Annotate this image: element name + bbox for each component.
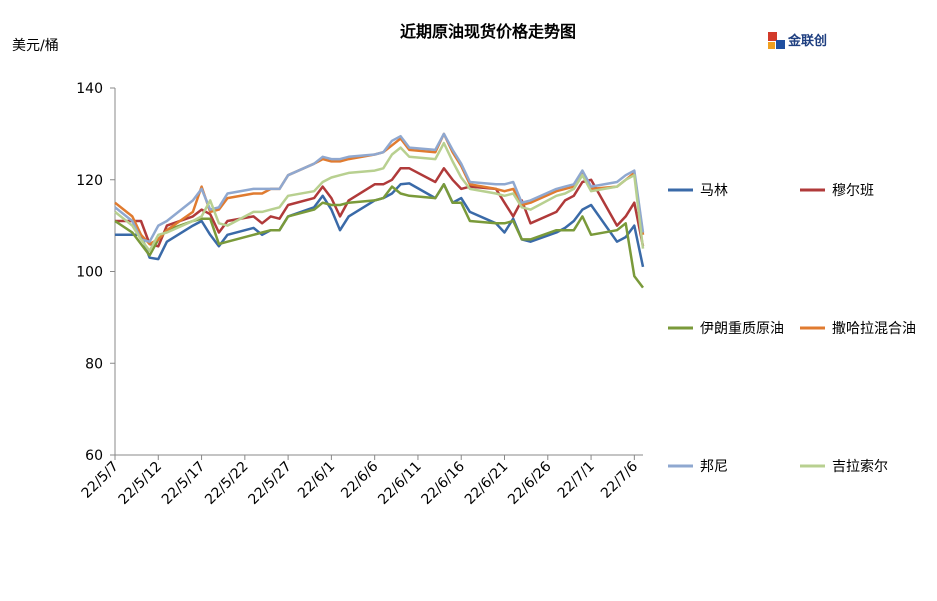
x-tick-label: 22/6/16 [419, 458, 469, 508]
y-tick-label: 60 [85, 448, 103, 464]
chart-title: 近期原油现货价格走势图 [400, 22, 576, 41]
y-tick-label: 140 [76, 81, 103, 97]
x-tick-label: 22/6/26 [505, 458, 555, 508]
logo-block [776, 40, 785, 49]
x-tick-label: 22/5/27 [245, 459, 294, 508]
x-tick-label: 22/7/6 [598, 458, 641, 501]
line-series [114, 141, 645, 253]
x-tick-label: 22/5/7 [79, 459, 122, 502]
x-tick-label: 22/6/11 [375, 459, 424, 508]
line-series [115, 182, 645, 268]
legend-label: 马林 [700, 183, 728, 199]
x-tick-label: 22/5/17 [159, 459, 208, 508]
logo-block [768, 42, 775, 49]
legend-label: 穆尔班 [832, 183, 874, 199]
y-tick-label: 120 [76, 173, 103, 189]
legend-label: 吉拉索尔 [832, 458, 888, 475]
legend-label: 撒哈拉混合油 [832, 321, 916, 337]
x-tick-label: 22/6/21 [462, 459, 511, 508]
x-tick-label: 22/5/12 [116, 459, 165, 508]
y-tick-label: 80 [85, 356, 103, 372]
legend-label: 邦尼 [700, 459, 728, 475]
x-tick-label: 22/7/1 [555, 459, 598, 502]
x-tick-label: 22/6/6 [338, 458, 381, 501]
y-tick-label: 100 [76, 265, 103, 281]
logo-block [768, 32, 777, 41]
x-tick-label: 22/6/1 [295, 459, 338, 502]
legend-label: 伊朗重质原油 [700, 321, 784, 337]
line-series [114, 183, 644, 289]
x-tick-label: 22/5/22 [202, 459, 251, 508]
logo: 金联创 [768, 32, 827, 49]
logo-text: 金联创 [787, 33, 827, 49]
y-axis-label: 美元/桶 [12, 38, 59, 54]
line-series [114, 132, 645, 243]
